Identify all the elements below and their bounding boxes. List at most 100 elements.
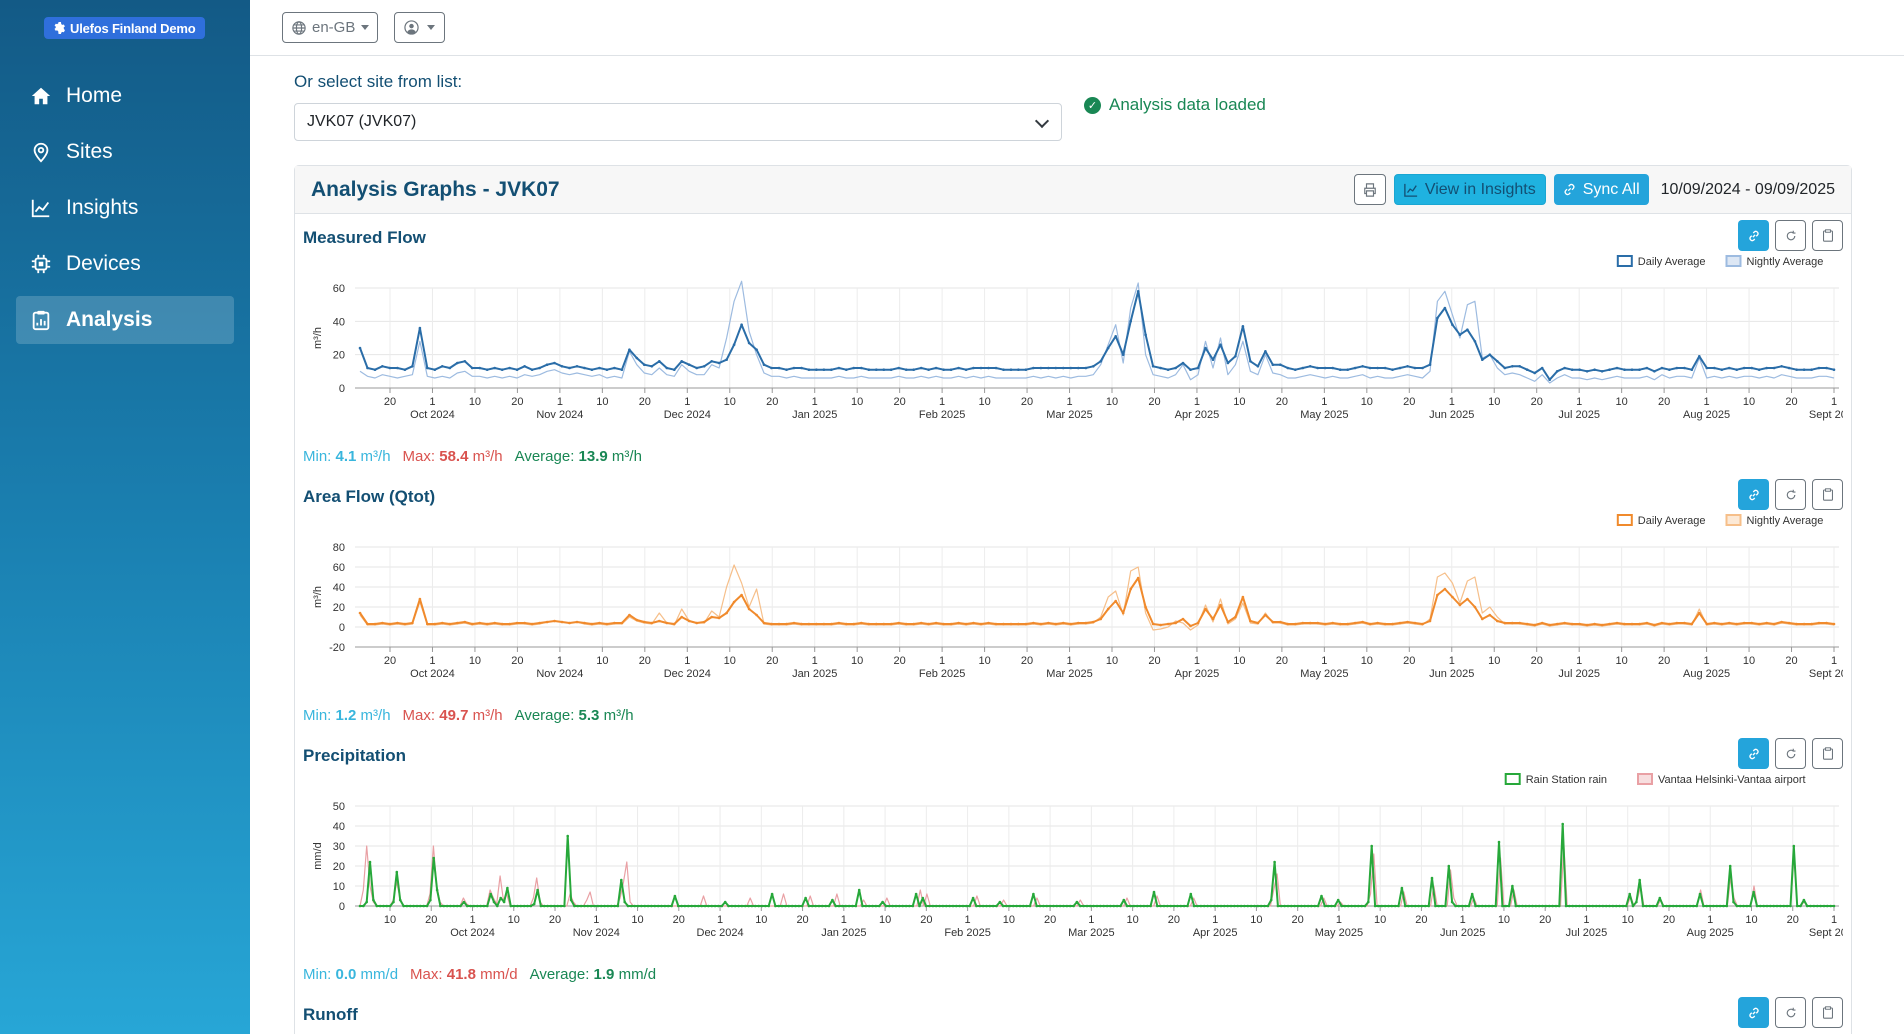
copy-chart-button[interactable] <box>1812 738 1843 769</box>
copy-chart-button[interactable] <box>1812 997 1843 1028</box>
data-point <box>792 621 796 625</box>
data-point <box>485 368 489 371</box>
data-point <box>1504 904 1507 908</box>
data-point <box>948 904 951 908</box>
data-point <box>931 904 935 908</box>
data-point <box>1685 904 1688 908</box>
x-tick-label: 20 <box>1276 655 1288 667</box>
data-point <box>1443 306 1447 310</box>
data-point <box>985 904 988 908</box>
sync-all-button[interactable]: Sync All <box>1553 174 1649 205</box>
data-point <box>418 326 422 330</box>
data-point <box>794 904 797 908</box>
reset-zoom-button[interactable] <box>1775 738 1806 769</box>
data-point <box>1323 366 1327 370</box>
data-point <box>1206 904 1209 908</box>
data-point <box>845 368 848 371</box>
x-month-label: Aug 2025 <box>1687 927 1734 939</box>
sidebar-item-insights[interactable]: Insights <box>16 184 234 232</box>
stat-average: Average: 13.9 m³/h <box>514 448 642 465</box>
data-point <box>1024 368 1028 371</box>
data-point <box>1447 864 1451 868</box>
data-point <box>1308 365 1312 368</box>
series-line <box>359 290 1835 381</box>
x-month-label: Apr 2025 <box>1175 668 1220 680</box>
link-chart-button[interactable] <box>1738 479 1769 510</box>
data-point <box>1114 599 1117 603</box>
data-point <box>834 904 837 908</box>
data-point <box>1488 613 1492 617</box>
data-point <box>824 904 827 908</box>
reset-zoom-button[interactable] <box>1775 997 1806 1028</box>
data-point <box>1363 904 1367 908</box>
x-tick-label: 10 <box>596 396 608 408</box>
data-point <box>1712 904 1715 908</box>
data-point <box>867 368 871 371</box>
data-point <box>673 368 676 371</box>
reset-zoom-button[interactable] <box>1775 479 1806 510</box>
link-chart-button[interactable] <box>1738 738 1769 769</box>
data-point <box>919 621 923 625</box>
link-chart-button[interactable] <box>1738 997 1769 1028</box>
area-flow-chart[interactable]: m³/h -20 0 20 40 60 80 20 1 10 20 1 10 20 1 10 20 1 10 20 1 1… <box>303 507 1843 722</box>
brand-badge[interactable]: Ulefos Finland Demo <box>44 17 205 39</box>
data-point <box>1832 904 1836 908</box>
home-icon <box>31 87 51 105</box>
data-point <box>1069 366 1073 370</box>
data-point <box>1095 904 1099 908</box>
measured-flow-chart[interactable]: m³/h 0 20 40 60 20 1 10 20 1 10 20 1 10 20 1 10 20 1 10 20 1 1… <box>303 248 1843 463</box>
data-point <box>811 904 814 908</box>
data-point <box>593 904 596 908</box>
data-point <box>1176 904 1179 908</box>
data-point <box>1211 358 1215 361</box>
y-tick-label: 10 <box>333 881 345 893</box>
data-point <box>1527 904 1531 908</box>
data-point <box>1152 890 1156 894</box>
x-month-label: Oct 2024 <box>450 927 495 939</box>
data-point <box>777 622 781 626</box>
language-dropdown[interactable]: en-GB <box>282 12 378 43</box>
copy-chart-button[interactable] <box>1812 479 1843 510</box>
data-point <box>1340 904 1343 908</box>
data-point <box>590 368 594 371</box>
user-menu-dropdown[interactable] <box>394 12 445 43</box>
data-point <box>1018 904 1022 908</box>
sidebar-item-sites[interactable]: Sites <box>16 128 234 176</box>
data-point <box>1623 622 1626 626</box>
sidebar-item-home[interactable]: Home <box>16 72 234 120</box>
data-point <box>860 621 863 625</box>
data-point <box>441 365 444 368</box>
data-point <box>1779 904 1782 908</box>
link-chart-button[interactable] <box>1738 220 1769 251</box>
data-point <box>807 622 811 626</box>
x-month-label: Jul 2025 <box>1558 668 1600 680</box>
data-point <box>687 904 690 908</box>
data-point <box>1618 904 1621 908</box>
data-point <box>1496 360 1499 363</box>
sidebar-item-analysis[interactable]: Analysis <box>16 296 234 344</box>
data-point <box>961 904 965 908</box>
print-button[interactable] <box>1353 174 1386 205</box>
data-point <box>523 365 526 368</box>
data-point <box>827 904 831 908</box>
view-in-insights-button[interactable]: View in Insights <box>1393 174 1546 205</box>
reset-zoom-button[interactable] <box>1775 220 1806 251</box>
copy-chart-button[interactable] <box>1812 220 1843 251</box>
x-tick-label: 20 <box>766 655 778 667</box>
site-select[interactable]: JVK07 (JVK07) <box>294 103 1062 141</box>
data-point <box>1563 621 1566 625</box>
precipitation-chart[interactable]: mm/d 0 10 20 30 40 50 10 20 1 10 20 1 10 20 1 10 20 1 10 20 1… <box>303 766 1843 981</box>
data-point <box>1765 621 1768 625</box>
data-point <box>1683 621 1686 625</box>
link-icon <box>1748 230 1759 241</box>
sidebar-item-devices[interactable]: Devices <box>16 240 234 288</box>
printer-icon <box>1364 182 1376 197</box>
series-line <box>360 823 1834 907</box>
sidebar-item-label: Sites <box>66 140 113 163</box>
data-point <box>1008 904 1012 908</box>
data-point <box>1630 368 1634 371</box>
data-point <box>837 366 841 370</box>
data-point <box>1313 904 1317 908</box>
data-point <box>382 904 385 908</box>
data-point <box>725 358 728 361</box>
